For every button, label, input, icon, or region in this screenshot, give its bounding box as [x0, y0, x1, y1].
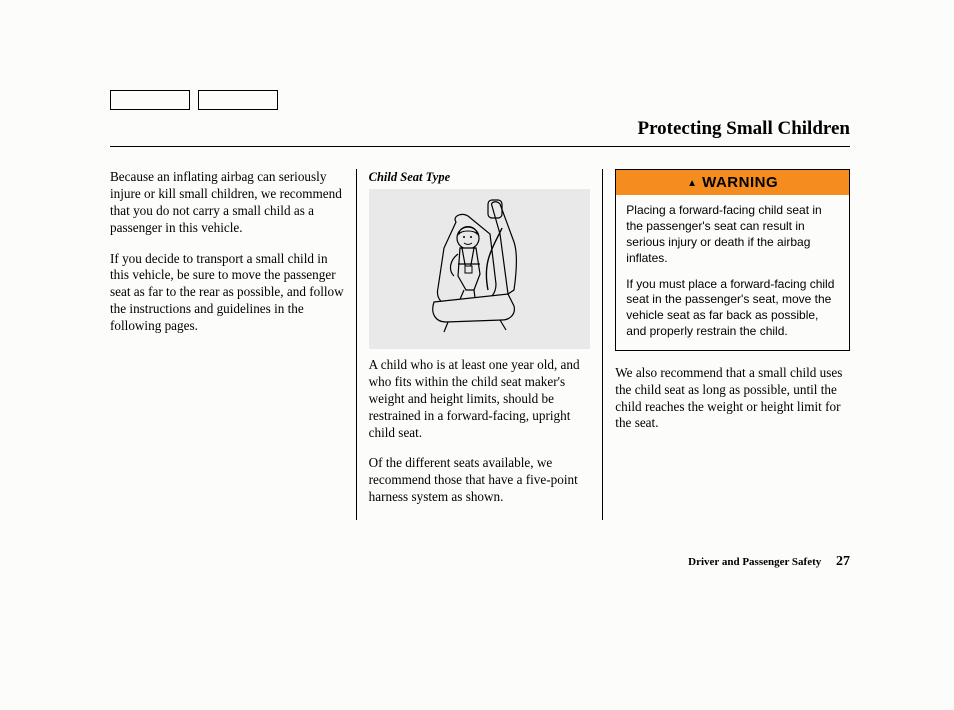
col2-para-1: A child who is at least one year old, an… [369, 357, 591, 441]
child-seat-heading: Child Seat Type [369, 169, 591, 185]
warning-header: ▲ WARNING [616, 170, 849, 195]
warning-label: WARNING [702, 174, 778, 191]
col2-para-2: Of the different seats available, we rec… [369, 455, 591, 506]
seat-drawing-icon [404, 194, 554, 344]
warning-box: ▲ WARNING Placing a forward-facing child… [615, 169, 850, 351]
col1-para-1: Because an inflating airbag can seriousl… [110, 169, 344, 237]
col3-para-1: We also recommend that a small child use… [615, 365, 850, 433]
warning-body: Placing a forward-facing child seat in t… [616, 195, 849, 350]
col1-para-2: If you decide to transport a small child… [110, 251, 344, 335]
column-1: Because an inflating airbag can seriousl… [110, 169, 357, 520]
top-nav-boxes [110, 90, 850, 110]
footer-section: Driver and Passenger Safety [688, 556, 821, 568]
nav-box-1[interactable] [110, 90, 190, 110]
nav-box-2[interactable] [198, 90, 278, 110]
page-number: 27 [836, 554, 850, 569]
page-footer: Driver and Passenger Safety 27 [688, 554, 850, 570]
column-layout: Because an inflating airbag can seriousl… [110, 169, 850, 520]
column-2: Child Seat Type [357, 169, 604, 520]
child-seat-illustration [369, 189, 591, 349]
warning-para-1: Placing a forward-facing child seat in t… [626, 203, 839, 266]
warning-para-2: If you must place a forward-facing child… [626, 277, 839, 340]
column-3: ▲ WARNING Placing a forward-facing child… [603, 169, 850, 520]
warning-triangle-icon: ▲ [687, 178, 697, 189]
page-content: Protecting Small Children Because an inf… [110, 90, 850, 520]
page-title: Protecting Small Children [110, 118, 850, 147]
